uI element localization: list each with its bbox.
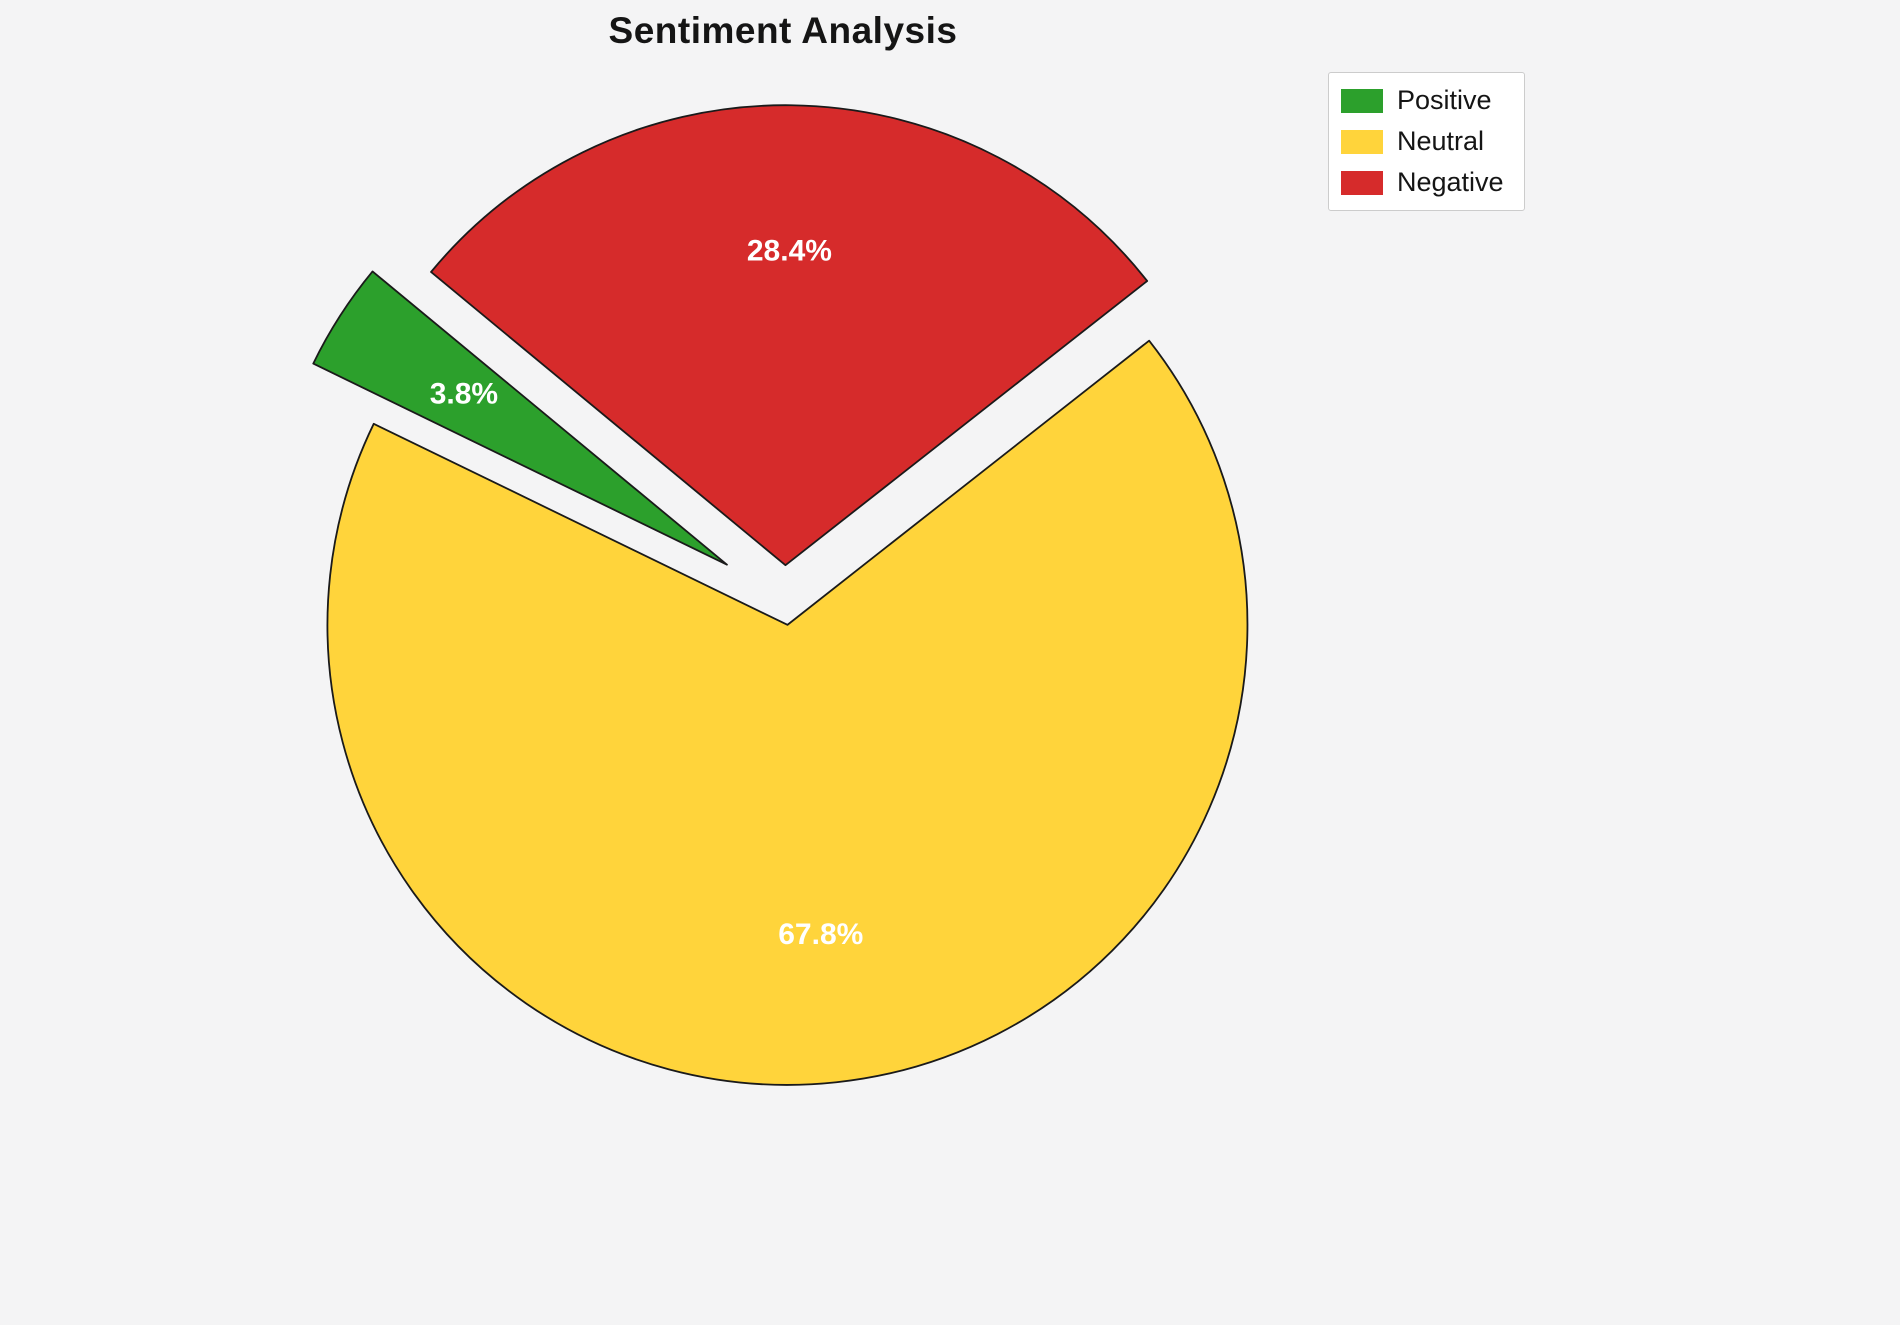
legend-item-neutral: Neutral (1341, 126, 1504, 157)
legend-label-neutral: Neutral (1397, 126, 1485, 156)
legend-swatch-negative (1341, 170, 1383, 195)
legend-label-positive: Positive (1397, 85, 1492, 115)
legend-item-positive: Positive (1341, 85, 1504, 116)
slice-percentage-positive: 3.8% (430, 377, 498, 410)
pie-slice-neutral (326, 339, 1249, 1086)
legend: Positive Neutral Negative (1328, 72, 1525, 211)
pie-slice-negative (430, 104, 1149, 567)
pie-slice-positive (312, 270, 728, 566)
legend-label-negative: Negative (1397, 167, 1504, 197)
legend-swatch-neutral (1341, 129, 1383, 154)
chart-title: Sentiment Analysis (608, 10, 958, 51)
slice-percentage-neutral: 67.8% (778, 918, 863, 951)
legend-item-negative: Negative (1341, 167, 1504, 198)
legend-swatch-positive (1341, 88, 1383, 113)
slice-percentage-negative: 28.4% (747, 234, 832, 267)
